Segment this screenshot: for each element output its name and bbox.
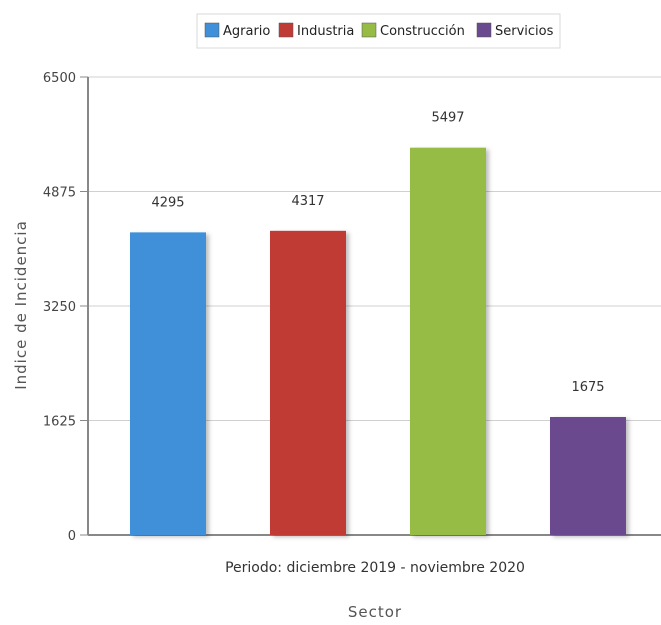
x-category-label: Periodo: diciembre 2019 - noviembre 2020	[225, 560, 525, 576]
data-label: 4295	[151, 195, 184, 210]
y-tick-label: 4875	[43, 186, 76, 201]
data-label: 5497	[431, 111, 464, 126]
bars	[130, 147, 626, 536]
y-tick-label: 0	[68, 529, 76, 544]
x-axis-title: Sector	[348, 603, 402, 621]
bar-servicios	[550, 416, 626, 535]
y-tick-label: 1625	[43, 415, 76, 430]
data-labels: 4295 4317 5497 1675	[151, 111, 604, 395]
y-tick-label: 6500	[43, 71, 76, 86]
bar-industria	[270, 230, 346, 535]
legend-item-industria[interactable]: Industria	[297, 24, 354, 39]
y-axis: 0 1625 3250 4875 6500	[43, 71, 89, 544]
legend-swatch[interactable]	[278, 22, 294, 38]
legend: Agrario Industria Construcción Servicios	[196, 13, 561, 49]
bar-construcción	[410, 147, 486, 536]
data-label: 1675	[571, 380, 604, 395]
legend-item-agrario[interactable]: Agrario	[223, 24, 270, 39]
legend-swatch[interactable]	[204, 22, 220, 38]
legend-item-servicios[interactable]: Servicios	[495, 24, 554, 39]
legend-item-construcción[interactable]: Construcción	[380, 24, 465, 39]
legend-box	[196, 13, 561, 49]
data-label: 4317	[291, 194, 324, 209]
y-tick-label: 3250	[43, 300, 76, 315]
y-axis-title: Indice de Incidencia	[12, 220, 30, 390]
legend-swatch[interactable]	[361, 22, 377, 38]
legend-swatch[interactable]	[476, 22, 492, 38]
bar-agrario	[130, 232, 206, 536]
